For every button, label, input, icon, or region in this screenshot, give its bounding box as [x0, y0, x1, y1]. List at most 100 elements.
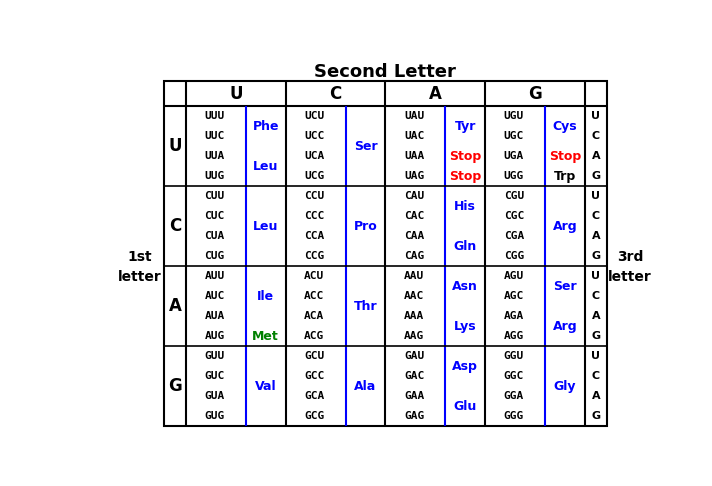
Text: A: A: [592, 151, 600, 161]
Text: A: A: [592, 231, 600, 241]
Text: CGG: CGG: [504, 251, 524, 261]
Text: A: A: [592, 311, 600, 321]
Text: 3rd: 3rd: [617, 250, 643, 264]
Text: His: His: [454, 200, 476, 213]
Text: GCC: GCC: [304, 371, 325, 382]
Text: Trp: Trp: [554, 170, 576, 183]
Text: GAA: GAA: [404, 391, 424, 401]
Text: UAU: UAU: [404, 111, 424, 121]
Text: G: G: [591, 171, 600, 181]
Text: Pro: Pro: [354, 220, 377, 233]
Text: UAA: UAA: [404, 151, 424, 161]
Text: Stop: Stop: [549, 150, 581, 163]
Text: Gln: Gln: [454, 240, 477, 253]
Text: 1st: 1st: [127, 250, 152, 264]
Text: UGA: UGA: [504, 151, 524, 161]
Text: CAA: CAA: [404, 231, 424, 241]
Text: CCA: CCA: [304, 231, 325, 241]
Text: Asn: Asn: [452, 280, 478, 293]
Text: ACC: ACC: [304, 291, 325, 301]
Text: C: C: [592, 211, 600, 221]
Text: Cys: Cys: [553, 120, 577, 133]
Text: Gly: Gly: [554, 380, 576, 393]
Text: UGC: UGC: [504, 131, 524, 141]
Text: AUG: AUG: [204, 331, 225, 341]
Text: UUU: UUU: [204, 111, 225, 121]
Text: C: C: [169, 217, 181, 235]
Text: U: U: [592, 351, 600, 361]
Text: AUU: AUU: [204, 271, 225, 281]
Text: UUA: UUA: [204, 151, 225, 161]
Text: CAG: CAG: [404, 251, 424, 261]
Text: A: A: [592, 391, 600, 401]
Text: Leu: Leu: [253, 220, 278, 233]
Text: GCG: GCG: [304, 411, 325, 421]
Text: letter: letter: [608, 270, 651, 284]
Text: Met: Met: [252, 330, 279, 343]
Text: Arg: Arg: [553, 320, 577, 333]
Text: CCU: CCU: [304, 191, 325, 201]
Text: Ser: Ser: [553, 280, 577, 293]
Text: G: G: [591, 251, 600, 261]
Text: GGG: GGG: [504, 411, 524, 421]
Text: CAC: CAC: [404, 211, 424, 221]
Text: ACU: ACU: [304, 271, 325, 281]
Bar: [164, 82, 607, 426]
Text: GGC: GGC: [504, 371, 524, 382]
Text: AAU: AAU: [404, 271, 424, 281]
Text: Val: Val: [255, 380, 276, 393]
Text: GGA: GGA: [504, 391, 524, 401]
Text: Asp: Asp: [452, 360, 478, 373]
Text: U: U: [592, 271, 600, 281]
Text: A: A: [429, 85, 441, 103]
Text: GCA: GCA: [304, 391, 325, 401]
Text: AUA: AUA: [204, 311, 225, 321]
Text: UCA: UCA: [304, 151, 325, 161]
Text: Stop: Stop: [449, 150, 481, 163]
Text: G: G: [528, 85, 542, 103]
Text: CCG: CCG: [304, 251, 325, 261]
Text: GUG: GUG: [204, 411, 225, 421]
Text: Tyr: Tyr: [454, 120, 476, 133]
Text: Ala: Ala: [355, 380, 377, 393]
Text: AGC: AGC: [504, 291, 524, 301]
Text: U: U: [168, 137, 182, 155]
Text: AGA: AGA: [504, 311, 524, 321]
Text: CGU: CGU: [504, 191, 524, 201]
Text: Thr: Thr: [354, 300, 377, 313]
Text: AAC: AAC: [404, 291, 424, 301]
Text: UUG: UUG: [204, 171, 225, 181]
Text: UUC: UUC: [204, 131, 225, 141]
Text: U: U: [592, 111, 600, 121]
Text: GGU: GGU: [504, 351, 524, 361]
Text: G: G: [591, 331, 600, 341]
Text: U: U: [229, 85, 243, 103]
Text: Phe: Phe: [253, 120, 279, 133]
Text: Ser: Ser: [354, 139, 377, 153]
Text: CGA: CGA: [504, 231, 524, 241]
Text: U: U: [592, 191, 600, 201]
Text: CUA: CUA: [204, 231, 225, 241]
Text: C: C: [330, 85, 342, 103]
Text: Lys: Lys: [454, 320, 476, 333]
Text: GUC: GUC: [204, 371, 225, 382]
Text: UCU: UCU: [304, 111, 325, 121]
Text: GUU: GUU: [204, 351, 225, 361]
Text: C: C: [592, 131, 600, 141]
Text: UGG: UGG: [504, 171, 524, 181]
Text: G: G: [591, 411, 600, 421]
Text: Leu: Leu: [253, 159, 278, 173]
Text: AGG: AGG: [504, 331, 524, 341]
Text: C: C: [592, 371, 600, 382]
Text: ACG: ACG: [304, 331, 325, 341]
Text: UCG: UCG: [304, 171, 325, 181]
Text: GCU: GCU: [304, 351, 325, 361]
Text: CUU: CUU: [204, 191, 225, 201]
Text: C: C: [592, 291, 600, 301]
Text: AAG: AAG: [404, 331, 424, 341]
Text: GAG: GAG: [404, 411, 424, 421]
Text: Glu: Glu: [454, 400, 477, 413]
Text: GAC: GAC: [404, 371, 424, 382]
Text: CUG: CUG: [204, 251, 225, 261]
Text: CUC: CUC: [204, 211, 225, 221]
